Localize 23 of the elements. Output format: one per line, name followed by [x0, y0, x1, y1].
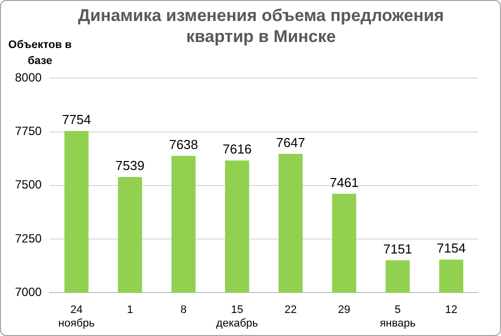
x-tick-label: 29 [338, 304, 350, 316]
y-tick-label: 7750 [14, 124, 42, 138]
data-label: 7151 [383, 241, 412, 256]
x-tick-label: 1 [126, 304, 134, 316]
data-label: 7539 [116, 158, 144, 174]
y-axis-title: Объектов в базе [7, 38, 73, 69]
y-tick-label: 7000 [14, 284, 42, 299]
data-label: 7754 [62, 112, 91, 128]
data-label: 7461 [330, 174, 359, 190]
data-label: 7154 [436, 240, 466, 256]
chart-title: Динамика изменения объема предложения квартир в Минске [78, 6, 444, 46]
y-tick-label: 7500 [14, 178, 42, 192]
data-label: 7647 [276, 134, 306, 150]
x-tick-label: 15 декабрь [216, 304, 258, 330]
y-tick-label: 7250 [14, 231, 42, 246]
data-label: 7638 [169, 136, 198, 152]
x-tick-label: 5 январь [380, 304, 416, 330]
x-tick-label: 24 ноябрь [58, 304, 95, 330]
data-label: 7616 [222, 142, 252, 157]
y-tick-label: 8000 [14, 70, 42, 85]
x-tick-label: 12 [445, 304, 458, 316]
x-tick-label: 22 [284, 304, 297, 316]
x-tick-label: 8 [180, 304, 187, 316]
